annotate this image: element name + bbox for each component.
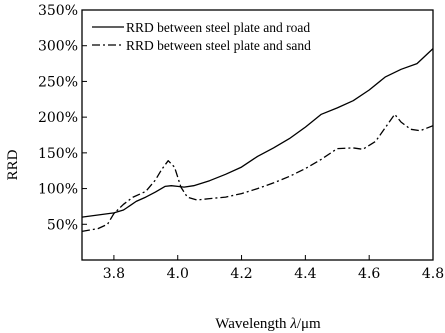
- series-lines: [81, 48, 434, 233]
- x-axis-label: Wavelength λ/μm: [215, 316, 321, 332]
- x-axis-label-symbol: λ: [289, 316, 297, 332]
- y-tick-label: 150%: [38, 146, 78, 162]
- y-tick-labels: 50% 100% 150% 200% 250% 300% 350%: [38, 3, 78, 233]
- series-line-road: [81, 48, 434, 218]
- legend-label-sand: RRD between steel plate and sand: [126, 38, 311, 53]
- y-tick-label: 200%: [38, 110, 78, 126]
- x-axis-label-prefix: Wavelength: [215, 316, 290, 332]
- y-tick-label: 350%: [38, 3, 78, 19]
- x-tick-label: 4.6: [358, 266, 380, 282]
- series-line-sand: [81, 113, 434, 233]
- legend-label-road: RRD between steel plate and road: [126, 20, 310, 35]
- plot-frame: [81, 9, 434, 261]
- y-axis-label: RRD: [5, 149, 21, 180]
- x-tick-label: 4.2: [230, 266, 252, 282]
- x-tick-label: 4.8: [422, 266, 444, 282]
- x-axis-label-unit: /μm: [297, 316, 321, 332]
- legend: RRD between steel plate and road RRD betw…: [92, 20, 311, 53]
- y-tick-label: 50%: [47, 217, 78, 233]
- y-tick-label: 250%: [38, 74, 78, 90]
- x-tick-label: 3.8: [103, 266, 125, 282]
- x-tick-label: 4.0: [167, 266, 189, 282]
- y-tick-label: 300%: [38, 39, 78, 55]
- x-tick-label: 4.4: [294, 266, 316, 282]
- x-tick-labels: 3.8 4.0 4.2 4.4 4.6 4.8: [103, 266, 444, 282]
- y-tick-label: 100%: [38, 182, 78, 198]
